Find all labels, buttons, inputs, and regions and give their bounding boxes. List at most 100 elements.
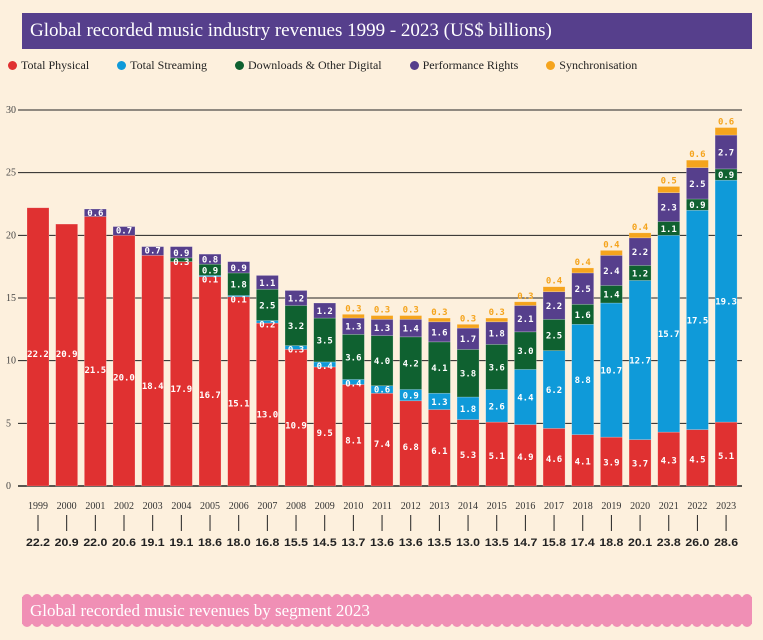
scallop-top <box>22 10 752 16</box>
bar-segment <box>542 286 566 293</box>
bar-segment <box>141 246 164 256</box>
bar-segment <box>600 250 623 256</box>
data-label: 0.7 <box>116 227 132 237</box>
x-tick-label: 2023 <box>716 501 736 512</box>
data-label: 0.9 <box>718 171 734 181</box>
data-label: 1.6 <box>431 328 447 338</box>
bar-segment <box>170 261 193 487</box>
data-label: 4.3 <box>661 456 677 466</box>
data-label: 0.8 <box>202 256 218 266</box>
bar-segment <box>313 366 337 487</box>
total-label: 22.0 <box>83 537 107 549</box>
data-label: 3.0 <box>517 347 533 357</box>
bar-segment <box>571 324 595 435</box>
total-label: 14.5 <box>313 537 337 549</box>
data-label: 6.1 <box>431 447 447 457</box>
data-label: 1.8 <box>460 405 476 415</box>
x-tick-label: 2019 <box>601 501 621 512</box>
data-label: 3.6 <box>345 353 361 363</box>
data-label: 8.8 <box>575 376 591 386</box>
bar-segment <box>370 315 394 320</box>
x-tick-label: 2008 <box>286 501 306 512</box>
data-label: 2.1 <box>517 315 533 325</box>
data-label: 0.6 <box>87 209 103 219</box>
x-tick-label: 2009 <box>315 501 335 512</box>
x-tick-label: 2017 <box>544 501 564 512</box>
data-label: 20.9 <box>56 350 78 360</box>
bar-segment <box>399 315 423 320</box>
data-label: 0.3 <box>345 304 361 314</box>
total-label: 13.6 <box>399 537 423 549</box>
data-label: 0.5 <box>661 176 677 186</box>
x-tick-label: 2002 <box>114 501 134 512</box>
data-label: 2.5 <box>575 285 591 295</box>
data-label: 17.5 <box>687 316 709 326</box>
total-label: 13.0 <box>456 537 480 549</box>
total-label: 13.7 <box>341 537 365 549</box>
bar-segment <box>112 226 136 236</box>
scallop-top <box>22 594 752 600</box>
data-label: 6.8 <box>403 443 419 453</box>
bar-segment <box>399 319 423 338</box>
x-tick-label: 2010 <box>343 501 363 512</box>
x-tick-label: 2000 <box>57 501 77 512</box>
bar-segment <box>112 235 136 487</box>
bar-segment <box>256 322 279 487</box>
data-label: 1.4 <box>403 325 420 335</box>
data-label: 2.2 <box>632 248 648 258</box>
legend-label: Total Physical <box>21 58 90 72</box>
bar-segment <box>657 186 681 194</box>
data-label: 4.1 <box>431 364 447 374</box>
y-tick-label: 30 <box>6 105 16 116</box>
x-tick-label: 2020 <box>630 501 650 512</box>
data-label: 0.9 <box>403 392 419 402</box>
y-tick-label: 10 <box>6 356 16 367</box>
bar-segment <box>284 305 308 346</box>
data-label: 0.3 <box>489 308 505 318</box>
y-tick-label: 15 <box>6 293 16 304</box>
data-label: 7.4 <box>374 440 391 450</box>
total-label: 14.7 <box>513 537 537 549</box>
bar-segment <box>313 361 337 368</box>
data-label: 1.7 <box>460 335 476 345</box>
chart-title: Global recorded music industry revenues … <box>30 20 552 41</box>
data-label: 5.1 <box>718 452 734 462</box>
data-label: 3.5 <box>317 336 333 346</box>
data-label: 0.3 <box>517 292 533 302</box>
total-label: 18.8 <box>599 537 623 549</box>
data-label: 0.3 <box>460 314 476 324</box>
data-label: 1.1 <box>661 225 677 235</box>
data-label: 0.9 <box>689 201 705 211</box>
bar-segment <box>686 167 709 200</box>
data-label: 5.3 <box>460 451 476 461</box>
data-label: 0.4 <box>546 277 563 287</box>
data-label: 0.9 <box>231 264 247 274</box>
data-label: 2.5 <box>259 301 275 311</box>
data-label: 0.4 <box>632 223 649 233</box>
bar-segment <box>198 276 222 487</box>
data-label: 0.2 <box>259 321 275 331</box>
data-label: 4.4 <box>517 394 534 404</box>
y-tick-label: 20 <box>6 230 16 241</box>
data-label: 1.8 <box>231 281 247 291</box>
bar-segment <box>714 168 738 181</box>
bar-segment <box>227 296 250 487</box>
data-label: 17.9 <box>171 385 193 395</box>
data-label: 0.3 <box>431 308 447 318</box>
data-label: 9.5 <box>317 429 333 439</box>
data-label: 0.3 <box>403 306 419 316</box>
bar-segment <box>370 319 394 336</box>
legend-label: Performance Rights <box>422 58 519 72</box>
total-label: 20.9 <box>55 537 79 549</box>
scallop-bottom <box>22 621 752 627</box>
x-tick-label: 2003 <box>143 501 163 512</box>
total-label: 22.2 <box>26 537 50 549</box>
data-label: 5.1 <box>489 452 505 462</box>
data-label: 0.9 <box>173 249 189 259</box>
data-label: 4.9 <box>517 453 533 463</box>
x-tick-label: 2005 <box>200 501 220 512</box>
data-label: 1.3 <box>431 398 447 408</box>
y-tick-label: 5 <box>6 418 11 429</box>
bar-segment <box>514 305 537 333</box>
data-label: 0.6 <box>718 118 734 128</box>
